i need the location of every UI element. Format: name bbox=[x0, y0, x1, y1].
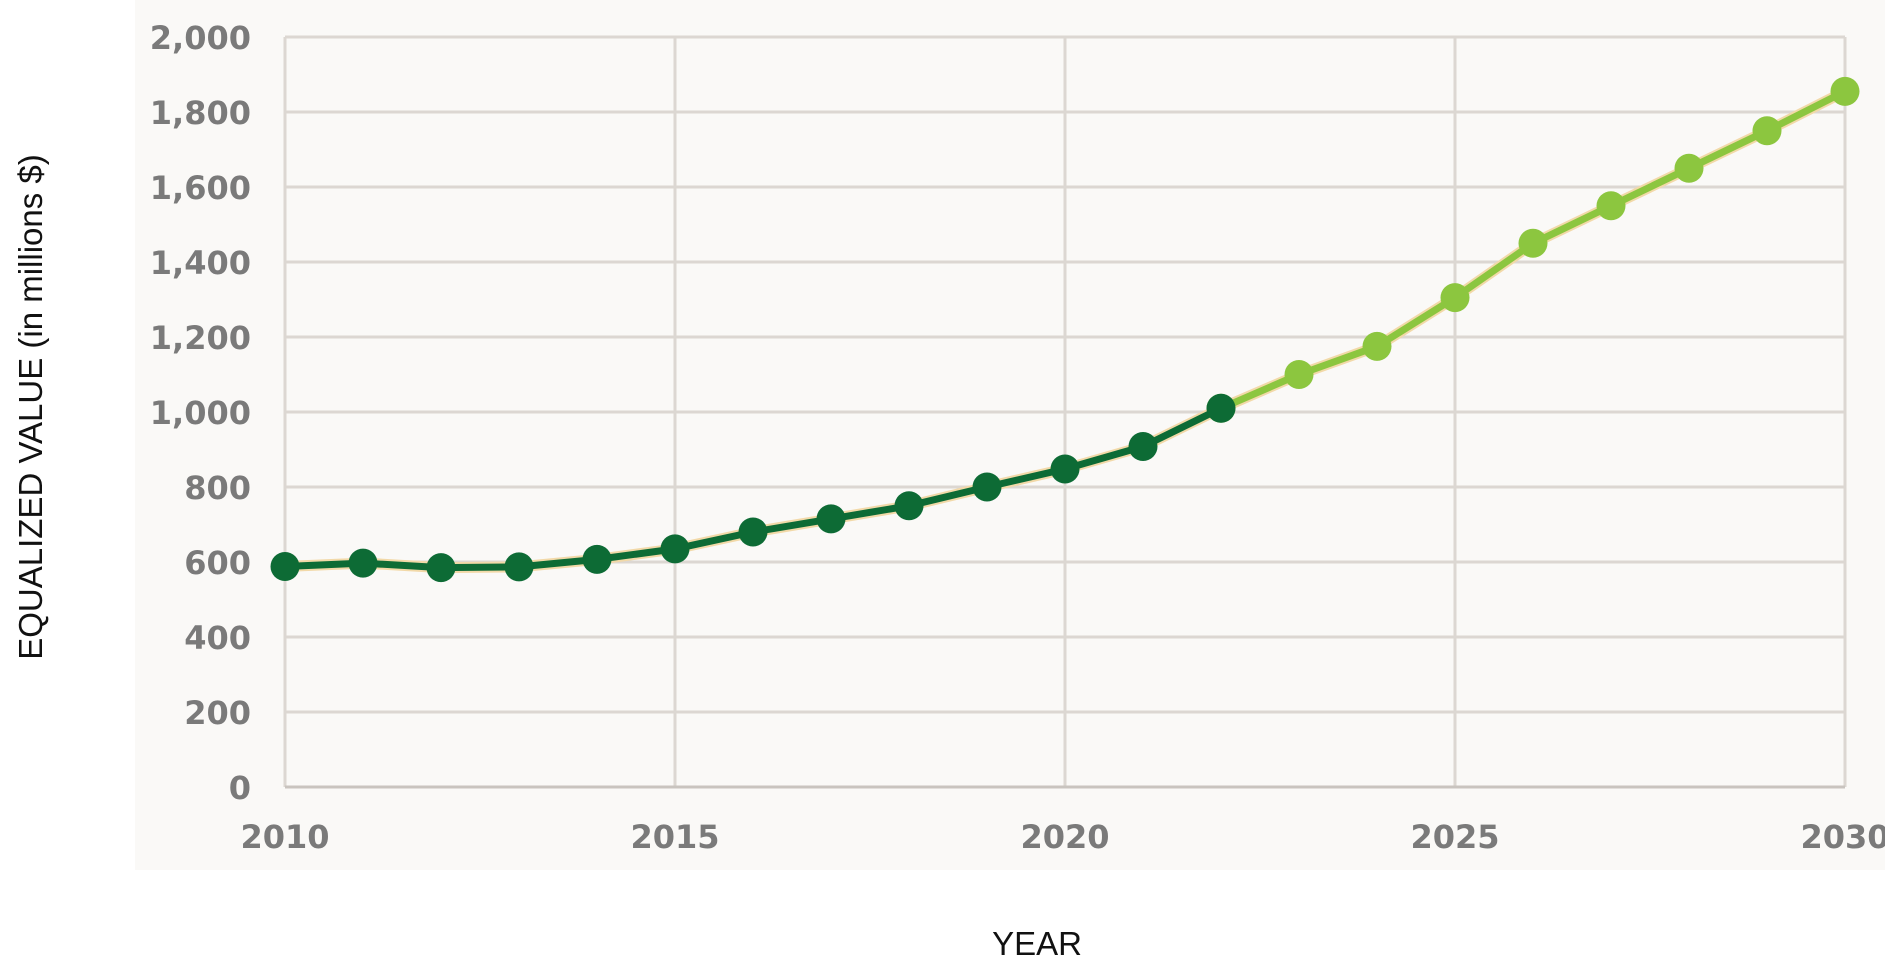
data-point bbox=[660, 534, 690, 564]
data-point bbox=[504, 552, 534, 582]
plot-background bbox=[135, 0, 1885, 870]
data-point bbox=[1128, 432, 1158, 461]
data-point bbox=[1362, 331, 1392, 361]
data-point bbox=[1050, 454, 1080, 484]
y-tick-label: 600 bbox=[184, 544, 251, 582]
data-point bbox=[426, 553, 456, 583]
data-point bbox=[1284, 360, 1314, 389]
y-tick-label: 400 bbox=[184, 619, 251, 657]
y-axis-title: EQUALIZED VALUE (in millions $) bbox=[12, 154, 49, 660]
y-tick-label: 2,000 bbox=[150, 19, 251, 57]
data-point bbox=[738, 517, 768, 547]
data-point bbox=[1596, 191, 1626, 221]
y-tick-label: 1,800 bbox=[150, 94, 251, 132]
data-point bbox=[1830, 76, 1860, 106]
y-tick-label: 1,200 bbox=[150, 319, 251, 357]
data-point bbox=[816, 504, 846, 534]
x-tick-label: 2025 bbox=[1410, 818, 1499, 856]
gridlines bbox=[283, 35, 1847, 789]
x-tick-label: 2020 bbox=[1020, 818, 1109, 856]
data-point bbox=[348, 548, 378, 578]
x-tick-label: 2010 bbox=[240, 818, 329, 856]
x-tick-label: 2030 bbox=[1800, 818, 1885, 856]
y-tick-label: 1,600 bbox=[150, 169, 251, 207]
data-point bbox=[1206, 393, 1236, 423]
data-point bbox=[1674, 153, 1704, 183]
tick-labels: 0 200 400 600 800 1,000 1,200 1,400 1,600 1,800 2,… bbox=[150, 19, 1885, 856]
data-point bbox=[894, 491, 924, 521]
y-tick-label: 800 bbox=[184, 469, 251, 507]
x-axis-title: YEAR bbox=[992, 925, 1082, 961]
y-tick-label: 1,400 bbox=[150, 244, 251, 282]
y-tick-label: 1,000 bbox=[150, 394, 251, 432]
y-tick-label: 200 bbox=[184, 694, 251, 732]
data-point bbox=[270, 552, 300, 581]
data-point bbox=[1440, 283, 1470, 313]
data-point bbox=[582, 544, 612, 574]
data-point bbox=[972, 472, 1002, 502]
data-point bbox=[1518, 228, 1548, 258]
x-tick-label: 2015 bbox=[630, 818, 719, 856]
data-point bbox=[1752, 116, 1782, 146]
series-layer bbox=[270, 76, 1860, 583]
y-tick-label: 0 bbox=[229, 769, 251, 807]
